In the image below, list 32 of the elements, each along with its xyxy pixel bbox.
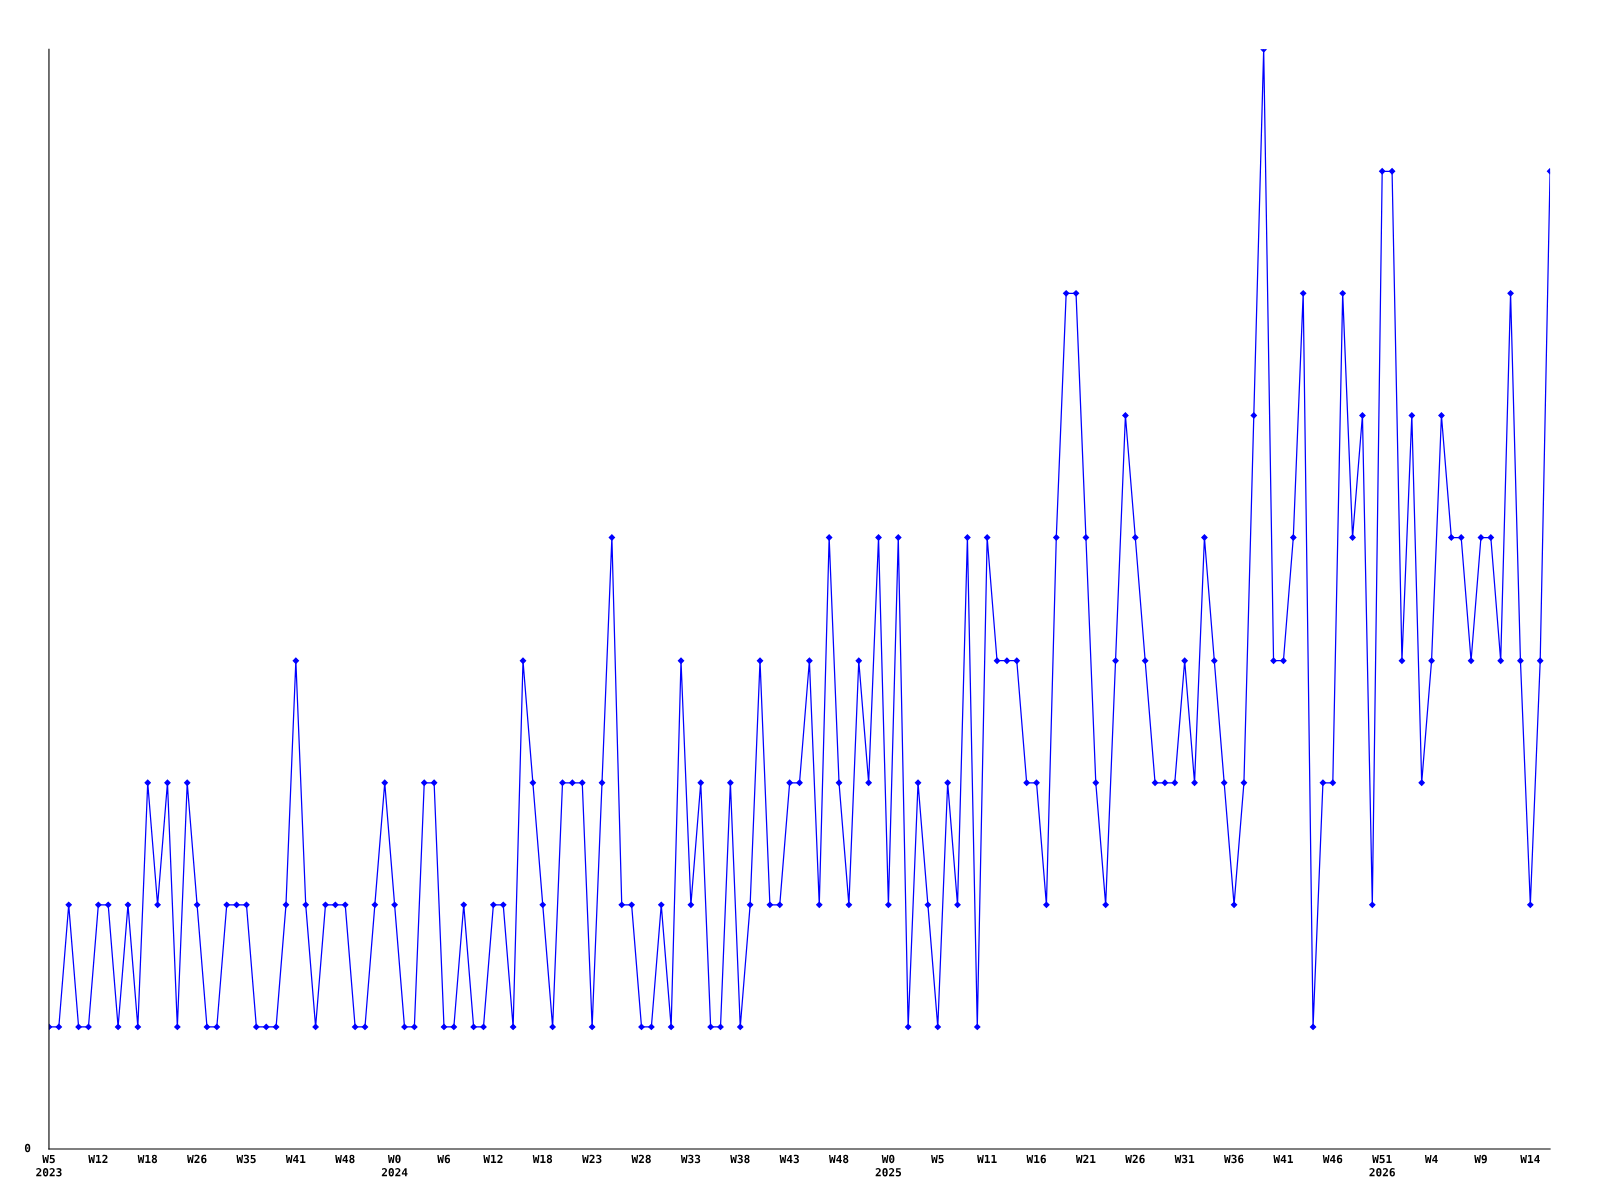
x-tick-label: W36: [1224, 1154, 1244, 1164]
text: 0: [24, 1143, 31, 1153]
x-tick-label: W0 2024: [381, 1154, 408, 1177]
x-tick-label: W9: [1474, 1154, 1487, 1164]
x-tick-label: W12: [483, 1154, 503, 1163]
x-tick-label: W12: [88, 1154, 108, 1163]
x-tick-label: W11: [977, 1154, 997, 1163]
x-tick-label: W28: [631, 1154, 651, 1164]
x-tick-label: W31: [1174, 1154, 1195, 1164]
x-tick-label: W43: [779, 1154, 799, 1164]
x-tick-label: W51 2026: [1369, 1154, 1395, 1177]
x-tick-label: W48: [335, 1154, 355, 1164]
x-tick-label: W48: [828, 1154, 849, 1164]
x-tick-label: W21: [1075, 1154, 1096, 1163]
x-tick-label: W38: [730, 1154, 750, 1164]
x-tick-label: W26: [1125, 1154, 1145, 1164]
x-tick-label: W23: [582, 1154, 602, 1164]
x-tick-label: W18: [137, 1154, 158, 1164]
x-tick-label: W6: [437, 1154, 451, 1164]
x-tick-label: W0 2025: [875, 1154, 902, 1177]
x-tick-label: W18: [532, 1154, 553, 1164]
x-tick-label: W35: [236, 1154, 256, 1164]
x-tick-label: W46: [1322, 1154, 1343, 1164]
x-tick-label: W41: [1273, 1154, 1293, 1163]
x-tick-label: W41: [285, 1154, 306, 1163]
x-tick-label: W4: [1424, 1154, 1438, 1163]
x-tick-label: W16: [1026, 1154, 1046, 1164]
x-tick-label: W26: [187, 1154, 207, 1164]
x-tick-label: W5 2023: [36, 1154, 62, 1177]
x-tick-label: W14: [1520, 1154, 1540, 1163]
x-tick-label: W5: [931, 1154, 944, 1164]
x-tick-label: W33: [680, 1154, 701, 1164]
